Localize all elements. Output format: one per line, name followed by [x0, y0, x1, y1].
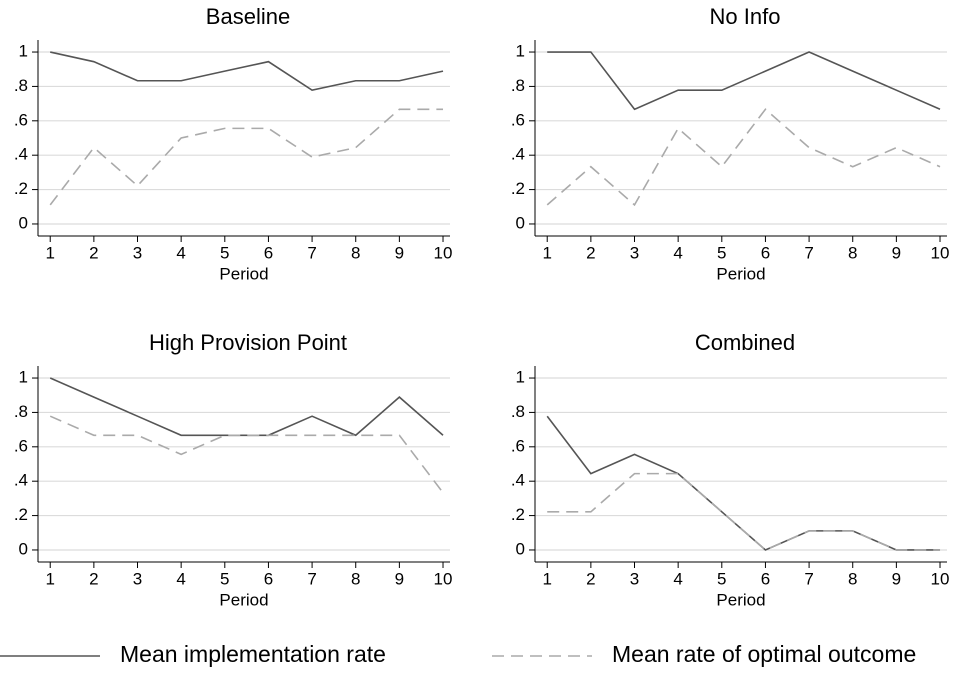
x-tick-label: 9	[892, 243, 901, 262]
x-axis-label: Period	[716, 590, 765, 609]
x-tick-label: 5	[220, 569, 229, 588]
y-tick-label: .4	[14, 145, 28, 164]
x-tick-label: 3	[630, 569, 639, 588]
x-tick-label: 5	[220, 243, 229, 262]
x-tick-label: 5	[717, 569, 726, 588]
x-tick-label: 2	[89, 569, 98, 588]
series-line	[547, 472, 941, 551]
panel-title: Baseline	[206, 4, 290, 29]
panel-title: No Info	[710, 4, 781, 29]
x-axis-label: Period	[716, 264, 765, 283]
x-tick-label: 8	[848, 243, 857, 262]
x-tick-label: 7	[307, 243, 316, 262]
legend-label: Mean implementation rate	[120, 641, 386, 667]
x-tick-label: 7	[804, 243, 813, 262]
y-tick-label: 0	[19, 213, 28, 232]
x-tick-label: 7	[307, 569, 316, 588]
y-tick-label: 0	[516, 539, 525, 558]
y-tick-label: .8	[511, 402, 525, 421]
y-tick-label: .8	[14, 76, 28, 95]
y-tick-label: .2	[511, 505, 525, 524]
y-tick-label: 1	[516, 42, 525, 61]
x-tick-label: 4	[673, 569, 682, 588]
y-tick-label: .4	[511, 145, 525, 164]
x-tick-label: 1	[542, 243, 551, 262]
x-axis-label: Period	[219, 264, 268, 283]
panel-title: High Provision Point	[149, 330, 347, 355]
y-tick-label: .6	[14, 436, 28, 455]
x-tick-label: 10	[434, 243, 453, 262]
x-tick-label: 4	[176, 569, 185, 588]
x-tick-label: 2	[586, 243, 595, 262]
panel-title: Combined	[695, 330, 795, 355]
x-tick-label: 4	[673, 243, 682, 262]
y-tick-label: .6	[511, 436, 525, 455]
y-tick-label: 1	[516, 368, 525, 387]
x-tick-label: 6	[264, 569, 273, 588]
x-tick-label: 9	[395, 243, 404, 262]
y-tick-label: .6	[14, 110, 28, 129]
x-tick-label: 6	[264, 243, 273, 262]
x-tick-label: 3	[133, 569, 142, 588]
series-line	[49, 377, 444, 437]
y-tick-label: 0	[516, 213, 525, 232]
x-tick-label: 1	[45, 243, 54, 262]
y-tick-label: .2	[14, 179, 28, 198]
x-axis-label: Period	[219, 590, 268, 609]
x-tick-label: 3	[133, 243, 142, 262]
x-tick-label: 7	[804, 569, 813, 588]
y-tick-label: .2	[14, 505, 28, 524]
series-line	[547, 51, 941, 111]
x-tick-label: 5	[717, 243, 726, 262]
y-tick-label: .8	[14, 402, 28, 421]
y-tick-label: .6	[511, 110, 525, 129]
series-line	[546, 108, 941, 207]
x-tick-label: 10	[931, 243, 950, 262]
y-tick-label: .4	[14, 471, 28, 490]
x-tick-label: 1	[542, 569, 551, 588]
x-tick-label: 6	[761, 243, 770, 262]
series-line	[50, 51, 444, 92]
y-tick-label: .8	[511, 76, 525, 95]
x-tick-label: 9	[892, 569, 901, 588]
x-tick-label: 6	[761, 569, 770, 588]
y-tick-label: 0	[19, 539, 28, 558]
x-tick-label: 8	[351, 569, 360, 588]
y-tick-label: 1	[19, 368, 28, 387]
x-tick-label: 10	[931, 569, 950, 588]
x-tick-label: 8	[848, 569, 857, 588]
x-tick-label: 2	[586, 569, 595, 588]
x-tick-label: 8	[351, 243, 360, 262]
y-tick-label: .2	[511, 179, 525, 198]
x-tick-label: 4	[176, 243, 185, 262]
y-tick-label: .4	[511, 471, 525, 490]
x-tick-label: 3	[630, 243, 639, 262]
x-tick-label: 2	[89, 243, 98, 262]
x-tick-label: 10	[434, 569, 453, 588]
x-tick-label: 1	[45, 569, 54, 588]
y-tick-label: 1	[19, 42, 28, 61]
series-line	[49, 108, 444, 206]
legend-label: Mean rate of optimal outcome	[612, 641, 916, 667]
x-tick-label: 9	[395, 569, 404, 588]
